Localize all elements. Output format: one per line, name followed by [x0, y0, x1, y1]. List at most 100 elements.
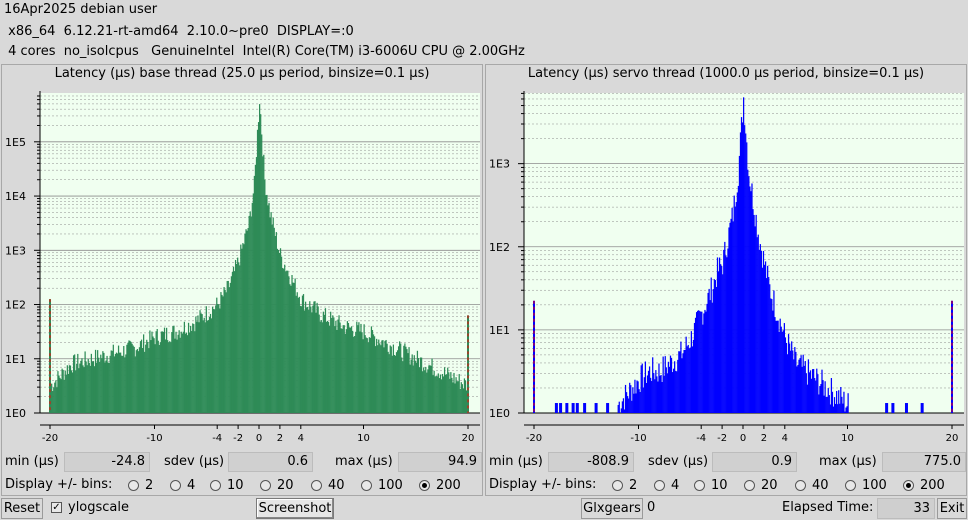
servo-bar — [751, 183, 753, 413]
servo-bar — [743, 97, 745, 414]
servo-bar — [683, 349, 685, 413]
servo-bins-radio-20[interactable]: 20 — [744, 477, 778, 493]
base-bar — [171, 332, 173, 413]
servo-sdev-label: sdev (µs) — [648, 454, 709, 469]
base-bins-radio-100[interactable]: 100 — [361, 477, 403, 493]
servo-x-tick-label: 20 — [946, 433, 959, 444]
base-bins-radio-2[interactable]: 2 — [128, 477, 153, 493]
servo-bar — [653, 373, 655, 413]
radio-label: 100 — [862, 477, 887, 493]
base-bar — [172, 326, 174, 413]
base-bar — [432, 375, 434, 413]
base-bar — [135, 350, 137, 413]
servo-bar — [749, 186, 751, 413]
base-bar — [196, 321, 198, 413]
servo-bar — [829, 404, 831, 413]
servo-bar — [761, 267, 764, 413]
base-bar — [94, 349, 97, 413]
servo-bins-radio-10[interactable]: 10 — [694, 477, 728, 493]
servo-bar — [726, 257, 728, 413]
servo-bar — [786, 354, 789, 413]
ylogscale-checkbox[interactable]: ✓ — [51, 502, 62, 513]
servo-bar — [687, 344, 689, 413]
base-bar — [86, 365, 88, 413]
base-bar — [131, 343, 133, 413]
base-bar — [434, 376, 436, 413]
ylogscale-label: ylogscale — [68, 500, 130, 515]
base-bar — [357, 325, 359, 413]
servo-bar — [762, 250, 765, 413]
base-bar — [380, 345, 382, 413]
reset-button[interactable]: Reset — [1, 498, 43, 519]
servo-bar — [648, 366, 651, 413]
servo-bar — [621, 401, 624, 413]
radio-circle-icon — [361, 479, 372, 491]
servo-bar — [885, 403, 889, 413]
base-bar — [130, 341, 132, 413]
servo-bar — [641, 363, 643, 413]
servo-bar — [622, 398, 625, 413]
base-bar — [91, 361, 94, 413]
servo-bar — [674, 361, 676, 413]
base-bar — [399, 341, 401, 413]
base-bar — [123, 346, 125, 413]
servo-bar — [717, 271, 720, 413]
exit-button[interactable]: Exit — [937, 498, 967, 519]
servo-bar — [670, 357, 673, 413]
servo-bar — [699, 311, 701, 413]
servo-bar — [712, 289, 714, 413]
base-max-label: max (µs) — [335, 454, 393, 469]
base-bins-radio-20[interactable]: 20 — [260, 477, 294, 493]
servo-bar — [805, 373, 807, 413]
base-bar — [296, 292, 298, 413]
servo-bar — [836, 390, 838, 413]
glxgears-button[interactable]: Glxgears — [581, 498, 643, 519]
servo-bins-radio-100[interactable]: 100 — [845, 477, 887, 493]
servo-bar — [666, 373, 668, 413]
base-bar — [336, 329, 338, 413]
base-y-tick-label: 1E5 — [5, 136, 26, 149]
base-bins-label: Display +/- bins: — [5, 477, 113, 492]
servo-bar — [575, 403, 579, 413]
base-bar — [290, 285, 292, 413]
base-bar — [269, 217, 271, 413]
base-bar — [120, 352, 122, 413]
base-bar — [187, 322, 190, 413]
base-bar — [416, 350, 419, 413]
servo-bar — [772, 310, 774, 413]
base-min-label: min (µs) — [5, 454, 59, 469]
base-bar — [63, 379, 65, 413]
servo-bins-radio-4[interactable]: 4 — [654, 477, 679, 493]
servo-bins-radio-2[interactable]: 2 — [612, 477, 637, 493]
base-bar — [129, 340, 131, 413]
servo-bar — [728, 227, 730, 413]
base-bar — [368, 337, 370, 413]
base-bins-radio-4[interactable]: 4 — [170, 477, 195, 493]
base-bar — [323, 314, 326, 413]
servo-bar — [830, 378, 833, 413]
servo-bar — [795, 351, 797, 413]
servo-bins-radio-40[interactable]: 40 — [795, 477, 829, 493]
servo-bar — [801, 366, 803, 413]
servo-bar — [645, 382, 648, 413]
servo-bar — [756, 237, 758, 413]
elapsed-time-label: Elapsed Time: — [782, 500, 874, 515]
screenshot-button[interactable]: Screenshot — [256, 498, 334, 519]
servo-bar — [708, 288, 710, 413]
base-bins-radio-10[interactable]: 10 — [210, 477, 244, 493]
servo-bins-radio-200[interactable]: 200 — [903, 477, 945, 493]
base-bar — [76, 363, 78, 413]
base-bar — [118, 352, 121, 413]
base-bar — [238, 262, 240, 413]
base-bins-radio-40[interactable]: 40 — [311, 477, 345, 493]
base-bar — [335, 320, 337, 413]
base-bar — [446, 374, 448, 413]
base-bar — [314, 301, 316, 413]
servo-bar — [624, 384, 627, 413]
base-bar — [462, 388, 465, 413]
base-bar — [344, 333, 346, 413]
base-bar — [240, 244, 242, 413]
base-bins-radio-200[interactable]: 200 — [419, 477, 461, 493]
base-bar — [464, 380, 467, 413]
base-bar — [243, 244, 245, 413]
